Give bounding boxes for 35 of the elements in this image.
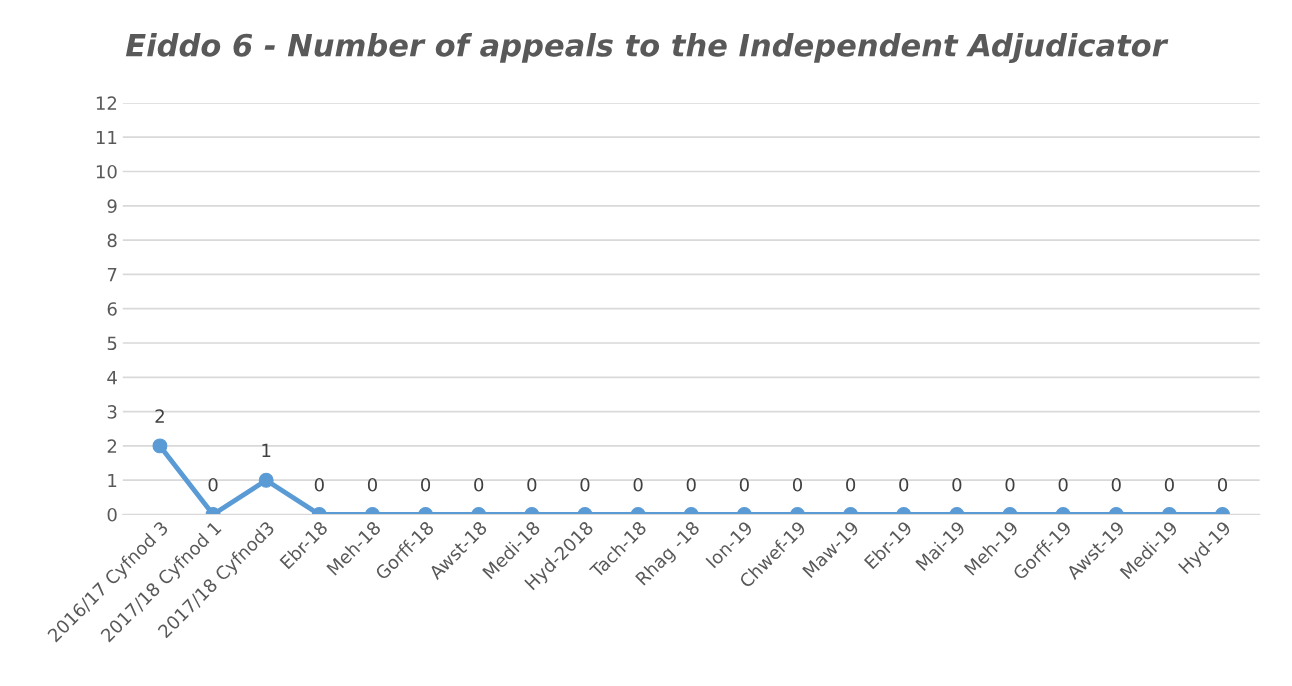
data-label: 0 [1058,477,1068,492]
data-label: 1 [262,443,271,457]
y-tick-label: 7 [107,268,117,282]
data-label: 0 [314,477,324,492]
data-label: 0 [899,477,909,492]
data-label: 0 [580,477,590,492]
data-label: 0 [1164,477,1174,492]
y-tick-label: 6 [107,302,117,316]
y-tick-label: 12 [96,96,117,110]
data-label: 0 [1111,477,1121,492]
y-tick-label: 4 [107,371,117,385]
data-label: 0 [633,477,643,492]
chart-title: Eiddo 6 - Number of appeals to the Independent Adjudicator [125,33,1169,63]
y-tick-label: 11 [96,130,117,145]
y-tick-label: 10 [96,164,117,179]
y-tick-label: 1 [108,473,117,488]
data-label: 2 [155,409,164,423]
y-tick-label: 8 [107,233,117,248]
data-label: 0 [421,477,431,492]
data-label: 0 [846,477,856,492]
y-tick-label: 9 [107,199,117,213]
data-label: 0 [739,477,749,492]
y-tick-label: 2 [107,439,117,453]
data-label: 0 [208,477,218,492]
y-tick-label: 3 [107,405,117,419]
data-label: 0 [1217,477,1228,492]
data-label: 0 [367,477,377,492]
data-label: 0 [474,477,484,492]
y-tick-label: 5 [107,336,117,351]
data-label: 0 [527,477,537,492]
data-label: 0 [1005,477,1015,492]
data-label: 0 [686,477,696,492]
data-label: 0 [952,477,962,492]
y-tick-label: 0 [107,507,117,522]
data-label: 0 [792,477,803,492]
